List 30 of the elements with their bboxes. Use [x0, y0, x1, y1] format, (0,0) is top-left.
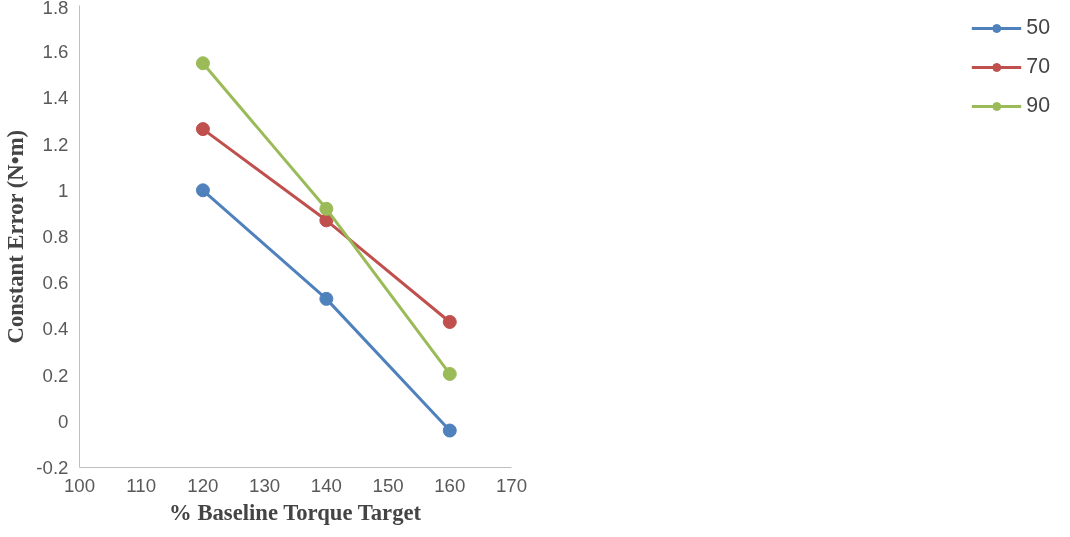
y-tick-label: 1.4 — [42, 87, 69, 109]
x-tick-label: 130 — [249, 474, 281, 496]
point — [442, 314, 457, 329]
point — [195, 56, 210, 71]
legend-label: 50 — [1026, 15, 1050, 40]
y-axis-title: Constant Error (N•m) — [3, 129, 29, 344]
legend-label: 90 — [1026, 93, 1050, 118]
point — [442, 366, 457, 381]
x-tick-label: 160 — [434, 474, 466, 496]
x-tick-label: 150 — [372, 474, 404, 496]
point — [195, 183, 210, 198]
y-tick-label: 1 — [58, 179, 69, 201]
x-tick-label: 140 — [310, 474, 342, 496]
x-tick-label: 170 — [495, 474, 528, 496]
legend-label: 70 — [1026, 54, 1050, 79]
x-tick-label: 120 — [187, 474, 219, 496]
point — [319, 201, 334, 216]
y-tick-label: 0.8 — [42, 226, 69, 247]
point — [195, 122, 210, 137]
y-tick-label: 1.2 — [42, 133, 69, 155]
y-tick-label: 1.8 — [42, 0, 69, 18]
y-tick-label: 0 — [58, 410, 69, 432]
y-tick-label: 0.4 — [42, 318, 69, 340]
x-axis-title: % Baseline Torque Target — [169, 499, 422, 525]
y-tick-label: 0.6 — [42, 272, 69, 294]
x-tick-label: 110 — [126, 474, 157, 496]
point — [442, 423, 457, 438]
point — [319, 291, 334, 306]
y-tick-label: 1.6 — [42, 41, 69, 63]
y-tick-label: 0.2 — [42, 364, 69, 386]
